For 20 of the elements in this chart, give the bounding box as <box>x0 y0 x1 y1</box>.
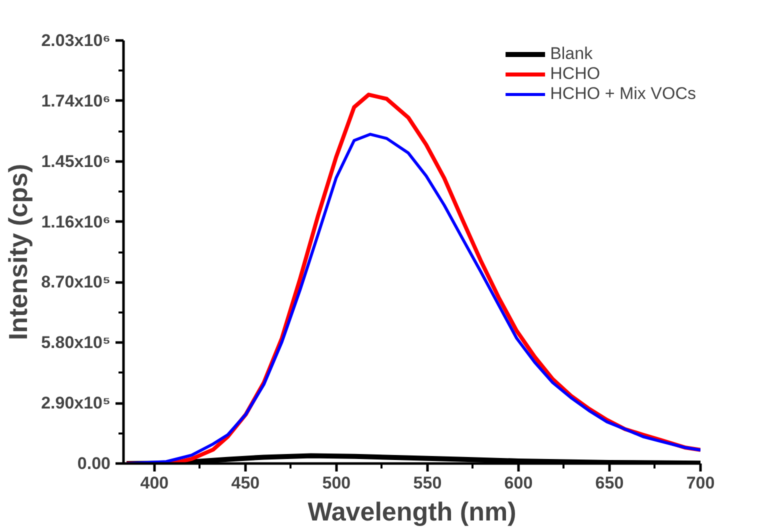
y-tick-label: 5.80x10⁵ <box>41 333 110 352</box>
x-axis-title: Wavelength (nm) <box>308 496 516 526</box>
y-tick-label: 1.16x10⁶ <box>41 212 111 232</box>
legend-label: HCHO + Mix VOCs <box>550 84 696 104</box>
y-tick-label: 1.74x10⁶ <box>41 91 111 110</box>
x-tick-label: 500 <box>322 474 351 492</box>
y-tick-label: 2.90x10⁵ <box>41 394 110 413</box>
legend-label: Blank <box>550 44 593 64</box>
legend-label: HCHO <box>550 64 600 84</box>
y-tick-label: 2.03x10⁶ <box>41 31 111 50</box>
x-tick-label: 450 <box>231 474 260 492</box>
y-axis-title: Intensity (cps) <box>3 164 34 340</box>
x-tick-label: 600 <box>504 474 533 492</box>
y-tick-label: 0.00 <box>77 454 111 473</box>
y-tick-label: 8.70x10⁵ <box>41 272 110 292</box>
x-tick-label: 700 <box>686 474 715 492</box>
y-tick-label: 1.45x10⁶ <box>41 152 111 171</box>
x-tick-label: 650 <box>595 474 624 492</box>
x-tick-label: 550 <box>413 474 442 492</box>
x-tick-label: 400 <box>140 474 169 492</box>
